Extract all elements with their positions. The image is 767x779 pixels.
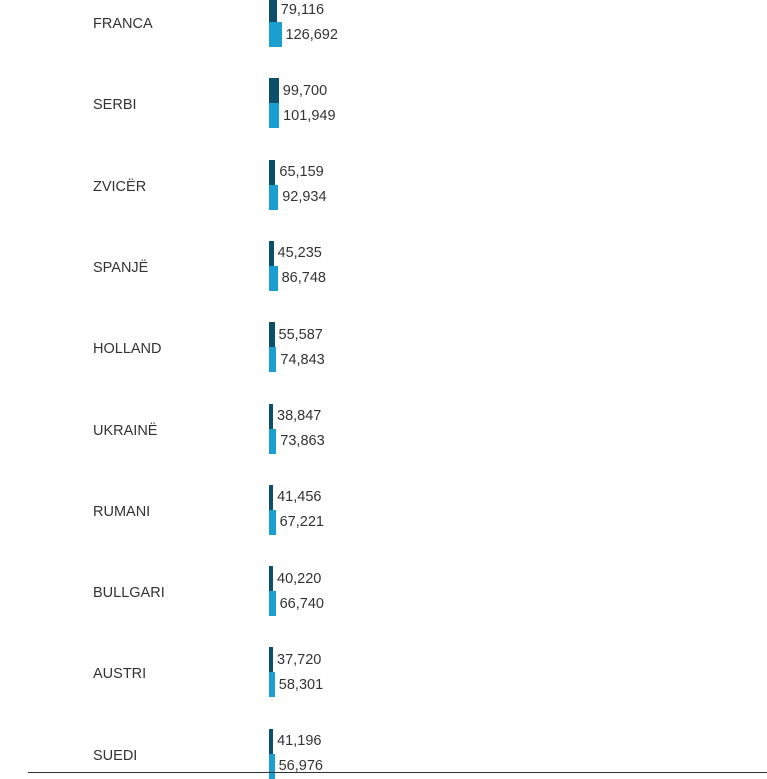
bar xyxy=(269,428,277,454)
value-label: 67,221 xyxy=(279,514,324,531)
value-label: 101,949 xyxy=(283,107,336,124)
country-label: SERBI xyxy=(93,97,137,114)
country-label: SPANJË xyxy=(93,259,149,276)
value-label: 45,235 xyxy=(277,245,322,262)
country-label: AUSTRI xyxy=(93,666,147,683)
country-label: BULLGARI xyxy=(93,585,165,602)
bar xyxy=(269,509,276,535)
bar xyxy=(269,159,276,185)
value-label: 99,700 xyxy=(282,82,328,99)
bar xyxy=(269,728,274,754)
country-label: FRANCA xyxy=(93,16,153,32)
country-label: ZVICËR xyxy=(93,178,147,195)
value-label: 79,116 xyxy=(280,1,325,18)
country-label: SUEDI xyxy=(93,747,138,764)
value-label: 56,976 xyxy=(278,758,323,775)
bar xyxy=(269,184,279,210)
value-label: 38,847 xyxy=(277,408,322,424)
country-label: HOLLAND xyxy=(93,341,162,358)
value-label: 37,720 xyxy=(277,651,322,668)
bar xyxy=(269,240,274,266)
bar xyxy=(269,566,273,592)
bar xyxy=(269,322,275,348)
bar xyxy=(269,403,273,429)
value-label: 126,692 xyxy=(285,26,338,43)
bar xyxy=(269,78,279,104)
value-label: 65,159 xyxy=(279,164,324,181)
value-label: 86,748 xyxy=(281,270,326,287)
value-label: 58,301 xyxy=(278,676,324,693)
bar xyxy=(269,103,280,129)
value-label: 92,934 xyxy=(282,189,327,206)
value-label: 40,220 xyxy=(277,570,322,587)
bar xyxy=(269,647,273,673)
value-label: 41,456 xyxy=(277,489,322,506)
value-label: 55,587 xyxy=(278,326,323,343)
bar xyxy=(269,0,277,22)
value-label: 73,863 xyxy=(280,433,325,449)
bar xyxy=(269,484,274,510)
value-label: 74,843 xyxy=(280,351,325,368)
country-label: UKRAINË xyxy=(93,422,158,439)
country-label: RUMANI xyxy=(93,503,151,520)
bar xyxy=(269,22,282,47)
value-label: 41,196 xyxy=(277,733,322,750)
bar xyxy=(269,753,275,779)
bar xyxy=(269,591,276,617)
bar xyxy=(269,347,277,373)
chart-baseline xyxy=(28,772,767,773)
value-label: 66,740 xyxy=(279,595,324,612)
bar xyxy=(269,672,275,698)
bar xyxy=(269,265,278,291)
